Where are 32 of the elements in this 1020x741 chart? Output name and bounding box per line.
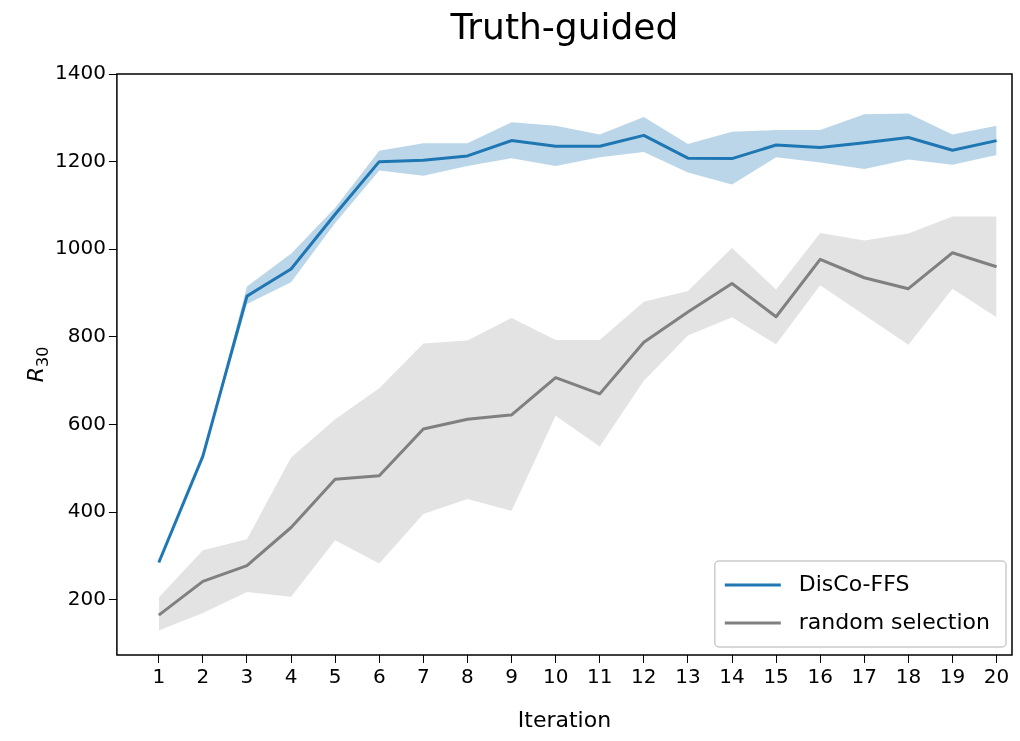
chart-title: Truth-guided — [449, 6, 679, 48]
x-axis-title: Iteration — [517, 706, 612, 732]
y-tick-label: 1400 — [54, 60, 106, 85]
x-tick-label: 4 — [284, 664, 298, 689]
x-tick-label: 12 — [631, 664, 657, 689]
y-tick-label: 600 — [67, 410, 106, 435]
legend-label: random selection — [798, 608, 990, 634]
x-tick-label: 19 — [939, 664, 966, 689]
x-tick-label: 11 — [587, 664, 613, 689]
x-tick-label: 5 — [328, 664, 342, 689]
x-tick-label: 6 — [372, 664, 386, 689]
x-tick-label: 17 — [851, 664, 878, 689]
y-tick-label: 400 — [67, 498, 106, 523]
x-tick-label: 3 — [240, 664, 254, 689]
x-tick-label: 10 — [542, 664, 569, 689]
y-axis-title: R30 — [23, 346, 52, 383]
x-tick-label: 1 — [152, 664, 166, 689]
x-tick-label: 2 — [196, 664, 210, 689]
x-tick-label: 9 — [505, 664, 518, 689]
y-tick-label: 1200 — [54, 147, 106, 172]
y-tick-label: 1000 — [54, 235, 106, 260]
x-tick-label: 14 — [719, 664, 745, 689]
x-tick-label: 16 — [807, 664, 833, 689]
x-tick-label: 8 — [461, 664, 474, 689]
y-tick-label: 200 — [67, 585, 106, 610]
y-tick-label: 800 — [67, 323, 106, 348]
x-tick-label: 7 — [416, 664, 430, 689]
x-tick-label: 15 — [763, 664, 789, 689]
x-tick-label: 13 — [675, 664, 701, 689]
legend-label: DisCo-FFS — [798, 570, 910, 596]
x-tick-label: 20 — [983, 664, 1010, 689]
x-tick-label: 18 — [895, 664, 922, 689]
